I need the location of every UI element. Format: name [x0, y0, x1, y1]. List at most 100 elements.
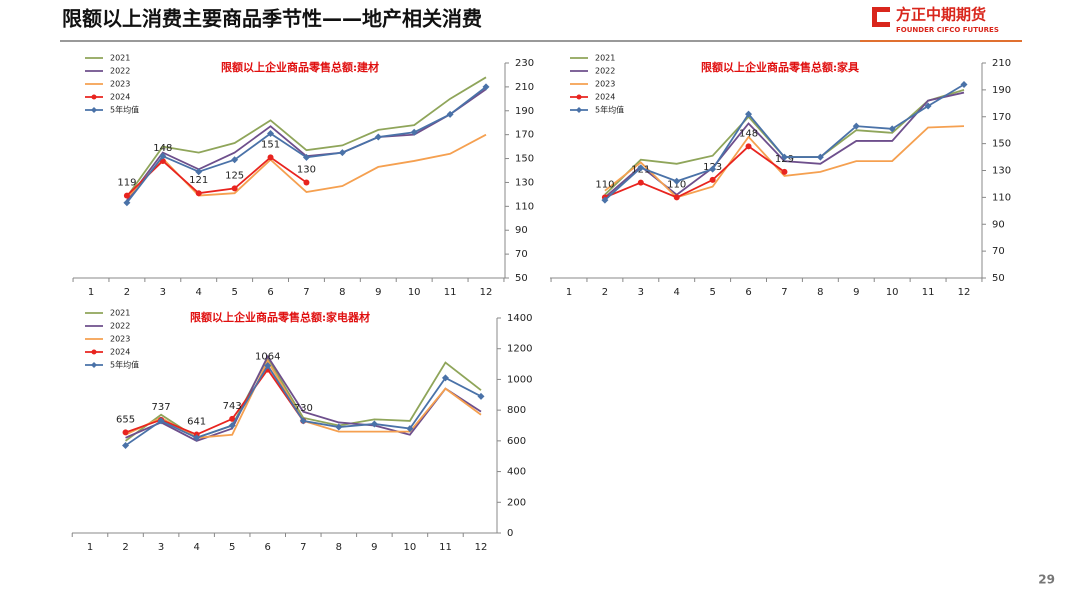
data-label: 130: [297, 164, 316, 175]
x-tick-label: 3: [160, 287, 166, 298]
data-label: 110: [667, 179, 686, 190]
y-tick-label: 210: [992, 58, 1011, 69]
y-tick-label: 150: [992, 139, 1011, 150]
point: [745, 143, 752, 150]
point: [159, 152, 167, 160]
x-tick-label: 2: [122, 542, 128, 553]
legend-label: 2022: [110, 322, 130, 331]
point: [709, 176, 716, 183]
series-line: [604, 125, 965, 199]
legend-label: 5年均值: [595, 105, 624, 115]
legend-label: 2024: [110, 93, 130, 102]
point: [231, 156, 239, 164]
point: [446, 110, 454, 118]
x-tick-label: 10: [408, 287, 421, 298]
point: [302, 153, 310, 161]
data-label: 1064: [255, 352, 280, 363]
x-tick-label: 7: [303, 287, 309, 298]
x-tick-label: 2: [602, 287, 608, 298]
y-tick-label: 1200: [507, 344, 532, 355]
y-tick-label: 200: [507, 497, 526, 508]
legend-label: 2023: [595, 80, 615, 89]
legend-label: 2023: [110, 335, 130, 344]
series-line: [126, 156, 307, 197]
data-label: 110: [595, 179, 614, 190]
y-tick-label: 190: [992, 85, 1011, 96]
x-tick-label: 12: [475, 542, 488, 553]
point: [924, 102, 932, 110]
x-tick-label: 9: [371, 542, 377, 553]
x-tick-label: 9: [853, 287, 859, 298]
point: [441, 374, 449, 382]
legend-label: 2024: [110, 348, 130, 357]
data-label: 641: [187, 417, 206, 428]
point: [673, 194, 680, 201]
data-label: 737: [152, 402, 171, 413]
legend-label: 2021: [595, 54, 615, 63]
data-label: 125: [225, 170, 244, 181]
point: [338, 149, 346, 157]
legend-marker: [576, 107, 582, 113]
x-tick-label: 2: [124, 287, 130, 298]
series-line: [126, 76, 487, 198]
point: [781, 168, 788, 175]
legend-label: 2024: [595, 93, 615, 102]
legend-marker: [91, 349, 97, 355]
point: [370, 420, 378, 428]
point: [780, 153, 788, 161]
x-tick-label: 8: [339, 287, 345, 298]
legend-label: 5年均值: [110, 105, 139, 115]
legend-marker: [91, 362, 97, 368]
point: [637, 179, 644, 186]
y-tick-label: 0: [507, 528, 513, 539]
point: [228, 422, 236, 429]
x-tick-label: 3: [638, 287, 644, 298]
page-number: 29: [1038, 573, 1055, 587]
point: [482, 83, 490, 91]
point: [960, 81, 968, 88]
y-tick-label: 90: [992, 219, 1005, 230]
x-tick-label: 7: [781, 287, 787, 298]
slide-title: 限额以上消费主要商品季节性——地产相关消费: [62, 7, 482, 31]
legend-marker: [91, 107, 97, 113]
point: [410, 128, 418, 136]
y-tick-label: 50: [515, 273, 528, 284]
x-tick-label: 11: [922, 287, 935, 298]
point: [406, 425, 414, 433]
y-tick-label: 600: [507, 436, 526, 447]
y-tick-label: 170: [515, 130, 534, 141]
y-tick-label: 1400: [507, 313, 532, 324]
point: [816, 153, 824, 161]
legend-label: 2021: [110, 309, 130, 318]
series-line: [125, 368, 305, 436]
point: [745, 110, 753, 118]
data-label: 151: [261, 139, 280, 150]
x-tick-label: 10: [886, 287, 899, 298]
legend-label: 2022: [595, 67, 615, 76]
x-tick-label: 12: [480, 287, 493, 298]
point: [195, 168, 203, 176]
x-tick-label: 10: [404, 542, 417, 553]
point: [123, 192, 130, 199]
point: [123, 199, 131, 207]
legend-label: 2022: [110, 67, 130, 76]
x-tick-label: 5: [709, 287, 715, 298]
point: [264, 362, 272, 370]
series-line: [604, 145, 785, 199]
x-tick-label: 6: [265, 542, 271, 553]
x-tick-label: 4: [674, 287, 680, 298]
point: [888, 125, 896, 133]
chart-title: 限额以上企业商品零售总额:家具: [701, 60, 859, 74]
x-tick-label: 11: [439, 542, 452, 553]
x-tick-label: 11: [444, 287, 457, 298]
point: [601, 196, 609, 204]
point: [673, 177, 681, 185]
x-tick-label: 6: [745, 287, 751, 298]
x-tick-label: 1: [87, 542, 93, 553]
y-tick-label: 150: [515, 154, 534, 165]
legend-marker: [91, 94, 97, 100]
point: [267, 129, 275, 137]
x-tick-label: 1: [88, 287, 94, 298]
x-tick-label: 1: [566, 287, 572, 298]
point: [335, 423, 343, 431]
